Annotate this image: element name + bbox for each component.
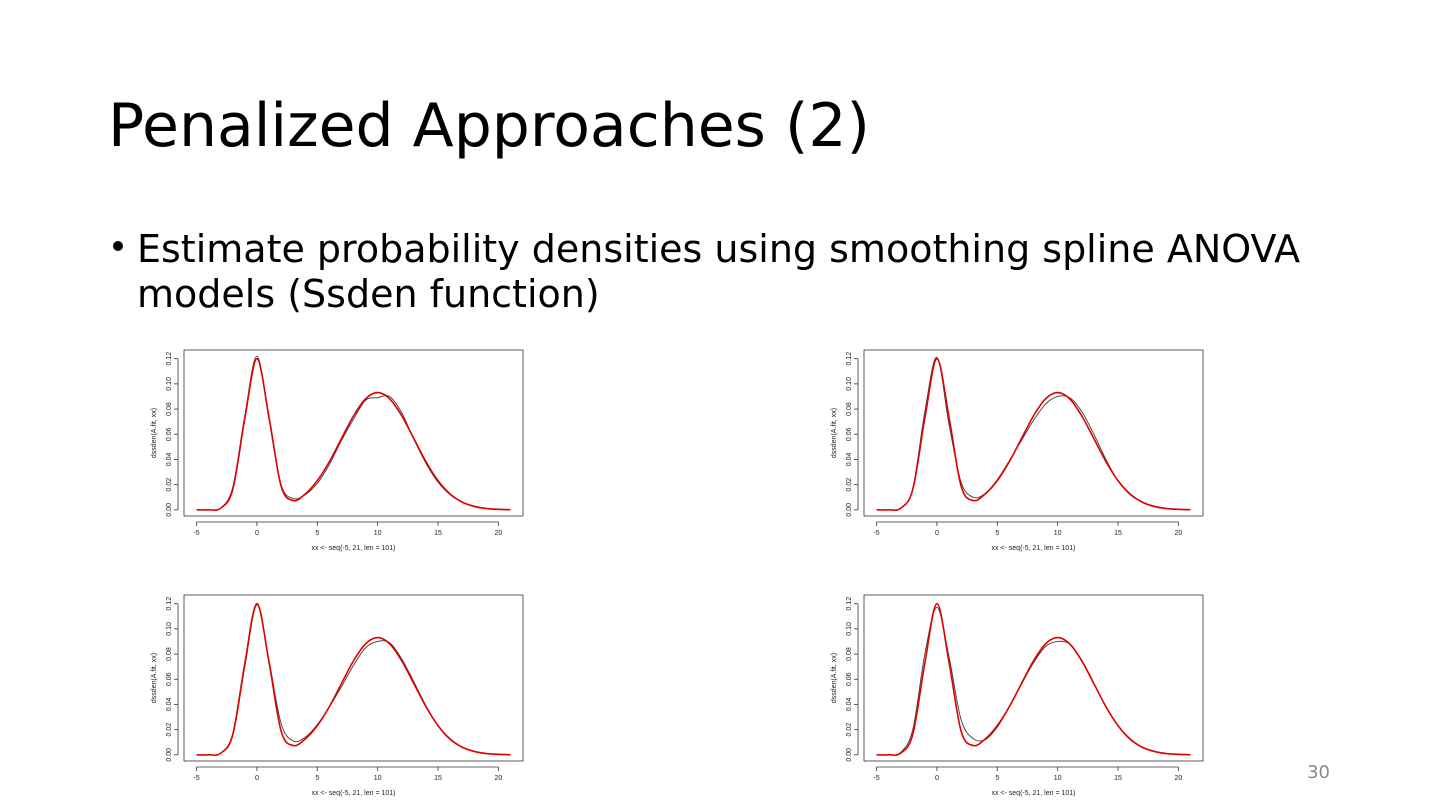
x-axis-label: xx <- seq(-5, 21, len = 101)	[991, 790, 1075, 797]
x-axis-label: xx <- seq(-5, 21, len = 101)	[311, 545, 395, 552]
slide-title: Penalized Approaches (2)	[108, 91, 870, 161]
x-tick-label: 15	[1114, 775, 1122, 782]
y-tick-label: 0.00	[846, 503, 853, 517]
y-tick-label: 0.10	[846, 622, 853, 636]
x-tick-label: 20	[494, 530, 502, 537]
y-tick-label: 0.06	[846, 427, 853, 441]
y-tick-label: 0.04	[846, 698, 853, 712]
y-tick-label: 0.04	[166, 698, 173, 712]
plot-box	[183, 349, 524, 517]
x-tick-label: 5	[315, 775, 319, 782]
y-tick-label: 0.04	[846, 453, 853, 467]
x-tick-label: 10	[1054, 775, 1062, 782]
y-tick-label: 0.04	[166, 453, 173, 467]
y-tick-label: 0.10	[846, 377, 853, 391]
y-tick-label: 0.08	[166, 647, 173, 661]
bullet-dot	[113, 241, 123, 251]
x-tick-label: 10	[374, 530, 382, 537]
y-tick-label: 0.06	[166, 427, 173, 441]
y-tick-label: 0.10	[166, 622, 173, 636]
y-tick-label: 0.02	[846, 723, 853, 737]
density-chart: -5 0 5 10 15 20 0.00 0.02 0.04 0.06 0.08 0.10 0.12 xx…	[831, 594, 1204, 797]
y-tick-label: 0.02	[166, 478, 173, 492]
y-tick-label: 0.00	[166, 748, 173, 762]
density-line	[876, 602, 1191, 756]
y-tick-label: 0.08	[166, 402, 173, 416]
y-axis-label: dssden(A.fit, xx)	[831, 408, 838, 458]
bullet-text: models (Ssden function)	[137, 272, 600, 316]
x-tick-label: 20	[494, 775, 502, 782]
plot-box	[863, 349, 1204, 517]
x-tick-label: 5	[995, 530, 999, 537]
density-chart: -5 0 5 10 15 20 0.00 0.02 0.04 0.06 0.08 0.10 0.12 xx…	[151, 594, 524, 797]
density-chart: -5 0 5 10 15 20 0.00 0.02 0.04 0.06 0.08 0.10 0.12 xx…	[151, 349, 524, 552]
y-axis-label: dssden(A.fit, xx)	[151, 408, 158, 458]
density-line	[196, 357, 511, 511]
x-tick-label: 20	[1174, 530, 1182, 537]
y-tick-label: 0.12	[846, 597, 853, 611]
y-tick-label: 0.12	[846, 352, 853, 366]
bullet-text: Estimate probability densities using smo…	[137, 227, 1300, 271]
y-tick-label: 0.08	[846, 402, 853, 416]
y-tick-label: 0.12	[166, 597, 173, 611]
x-tick-label: -5	[193, 775, 199, 782]
x-tick-label: 0	[255, 530, 259, 537]
density-line	[196, 602, 511, 756]
x-tick-label: 15	[434, 530, 442, 537]
x-tick-label: -5	[193, 530, 199, 537]
x-tick-label: 15	[434, 775, 442, 782]
y-axis-label: dssden(A.fit, xx)	[831, 653, 838, 703]
y-tick-label: 0.12	[166, 352, 173, 366]
y-axis-label: dssden(A.fit, xx)	[151, 653, 158, 703]
x-axis-label: xx <- seq(-5, 21, len = 101)	[311, 790, 395, 797]
x-tick-label: -5	[873, 530, 879, 537]
y-tick-label: 0.02	[166, 723, 173, 737]
x-tick-label: 0	[935, 530, 939, 537]
x-tick-label: -5	[873, 775, 879, 782]
y-tick-label: 0.08	[846, 647, 853, 661]
y-tick-label: 0.06	[846, 672, 853, 686]
y-tick-label: 0.00	[846, 748, 853, 762]
x-axis-label: xx <- seq(-5, 21, len = 101)	[991, 545, 1075, 552]
x-tick-label: 15	[1114, 530, 1122, 537]
x-tick-label: 5	[995, 775, 999, 782]
x-tick-label: 5	[315, 530, 319, 537]
density-line	[876, 357, 1191, 511]
charts: -5 0 5 10 15 20 0.00 0.02 0.04 0.06 0.08 0.10 0.12 xx…	[151, 349, 1204, 797]
y-tick-label: 0.06	[166, 672, 173, 686]
x-tick-label: 20	[1174, 775, 1182, 782]
page-number: 30	[1307, 762, 1330, 783]
y-tick-label: 0.02	[846, 478, 853, 492]
plot-box	[183, 594, 524, 762]
y-tick-label: 0.10	[166, 377, 173, 391]
density-chart: -5 0 5 10 15 20 0.00 0.02 0.04 0.06 0.08 0.10 0.12 xx…	[831, 349, 1204, 552]
plot-box	[863, 594, 1204, 762]
x-tick-label: 10	[374, 775, 382, 782]
x-tick-label: 0	[255, 775, 259, 782]
x-tick-label: 10	[1054, 530, 1062, 537]
x-tick-label: 0	[935, 775, 939, 782]
y-tick-label: 0.00	[166, 503, 173, 517]
